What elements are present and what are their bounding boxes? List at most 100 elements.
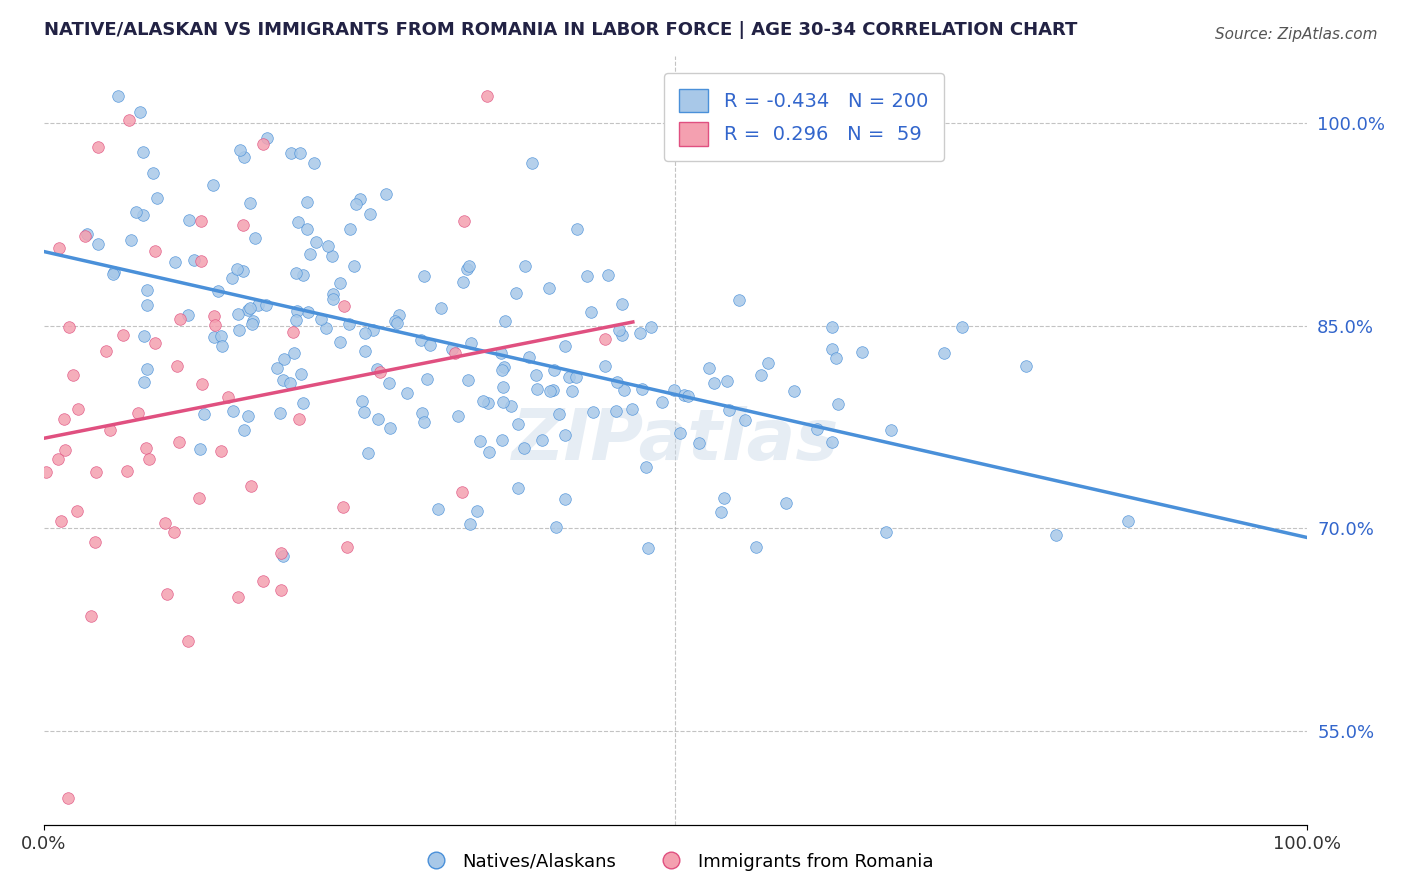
Point <box>489 345 512 359</box>
Point <box>378 376 401 390</box>
Point <box>190 442 212 456</box>
Point <box>543 363 565 377</box>
Point <box>211 339 233 353</box>
Point <box>456 262 478 277</box>
Point <box>628 326 651 340</box>
Point <box>366 361 388 376</box>
Text: NATIVE/ALASKAN VS IMMIGRANTS FROM ROMANIA IN LABOR FORCE | AGE 30-34 CORRELATION: NATIVE/ALASKAN VS IMMIGRANTS FROM ROMANI… <box>44 21 1077 39</box>
Point <box>1045 528 1067 542</box>
Point <box>183 253 205 268</box>
Point <box>375 187 398 202</box>
Point <box>558 370 581 384</box>
Point <box>136 283 159 297</box>
Point <box>416 372 439 386</box>
Point <box>396 386 419 401</box>
Point <box>565 221 588 235</box>
Point <box>49 514 72 528</box>
Point <box>411 333 433 347</box>
Point <box>1015 359 1038 373</box>
Point <box>295 194 318 209</box>
Point <box>269 406 291 420</box>
Point <box>280 145 302 160</box>
Point <box>76 227 98 241</box>
Point <box>132 376 155 390</box>
Point <box>156 587 179 601</box>
Point <box>254 298 277 312</box>
Point <box>388 308 411 322</box>
Point <box>593 332 616 346</box>
Point <box>297 221 319 235</box>
Point <box>564 370 586 384</box>
Point <box>688 436 710 450</box>
Point <box>305 235 328 250</box>
Point <box>606 375 628 389</box>
Point <box>728 293 751 308</box>
Point <box>138 451 160 466</box>
Point <box>672 388 695 402</box>
Point <box>612 327 634 342</box>
Point <box>252 574 274 588</box>
Point <box>87 139 110 153</box>
Point <box>806 422 828 436</box>
Point <box>117 464 139 478</box>
Point <box>233 150 256 164</box>
Point <box>950 319 973 334</box>
Point <box>132 208 155 222</box>
Point <box>593 359 616 374</box>
Point <box>143 336 166 351</box>
Point <box>191 376 214 391</box>
Point <box>517 350 540 364</box>
Point <box>447 409 470 423</box>
Point <box>713 491 735 505</box>
Point <box>143 244 166 259</box>
Point <box>546 520 568 534</box>
Point <box>136 361 159 376</box>
Point <box>302 156 325 170</box>
Point <box>278 376 301 391</box>
Point <box>332 299 354 313</box>
Point <box>458 260 481 274</box>
Point <box>357 446 380 460</box>
Point <box>177 308 200 322</box>
Point <box>491 380 513 394</box>
Point <box>581 405 603 419</box>
Point <box>166 359 188 373</box>
Point <box>329 276 352 290</box>
Point <box>508 481 530 495</box>
Point <box>607 323 630 337</box>
Point <box>287 304 309 318</box>
Point <box>226 262 249 277</box>
Point <box>430 301 453 315</box>
Point <box>48 242 70 256</box>
Point <box>478 445 501 459</box>
Point <box>217 390 239 404</box>
Point <box>457 373 479 387</box>
Point <box>513 442 536 456</box>
Point <box>240 479 263 493</box>
Point <box>193 407 215 421</box>
Point <box>271 549 294 563</box>
Point <box>165 254 187 268</box>
Point <box>703 376 725 390</box>
Point <box>135 297 157 311</box>
Point <box>228 323 250 337</box>
Point <box>124 205 146 219</box>
Point <box>229 143 252 157</box>
Point <box>384 313 406 327</box>
Point <box>84 534 107 549</box>
Point <box>651 394 673 409</box>
Point <box>299 247 322 261</box>
Point <box>142 166 165 180</box>
Point <box>426 502 449 516</box>
Point <box>783 384 806 399</box>
Point <box>354 326 377 340</box>
Point <box>226 307 249 321</box>
Point <box>146 191 169 205</box>
Point <box>637 541 659 556</box>
Point <box>610 296 633 310</box>
Point <box>120 233 142 247</box>
Point <box>444 345 467 359</box>
Point <box>541 383 564 397</box>
Point <box>287 412 309 426</box>
Point <box>292 268 315 283</box>
